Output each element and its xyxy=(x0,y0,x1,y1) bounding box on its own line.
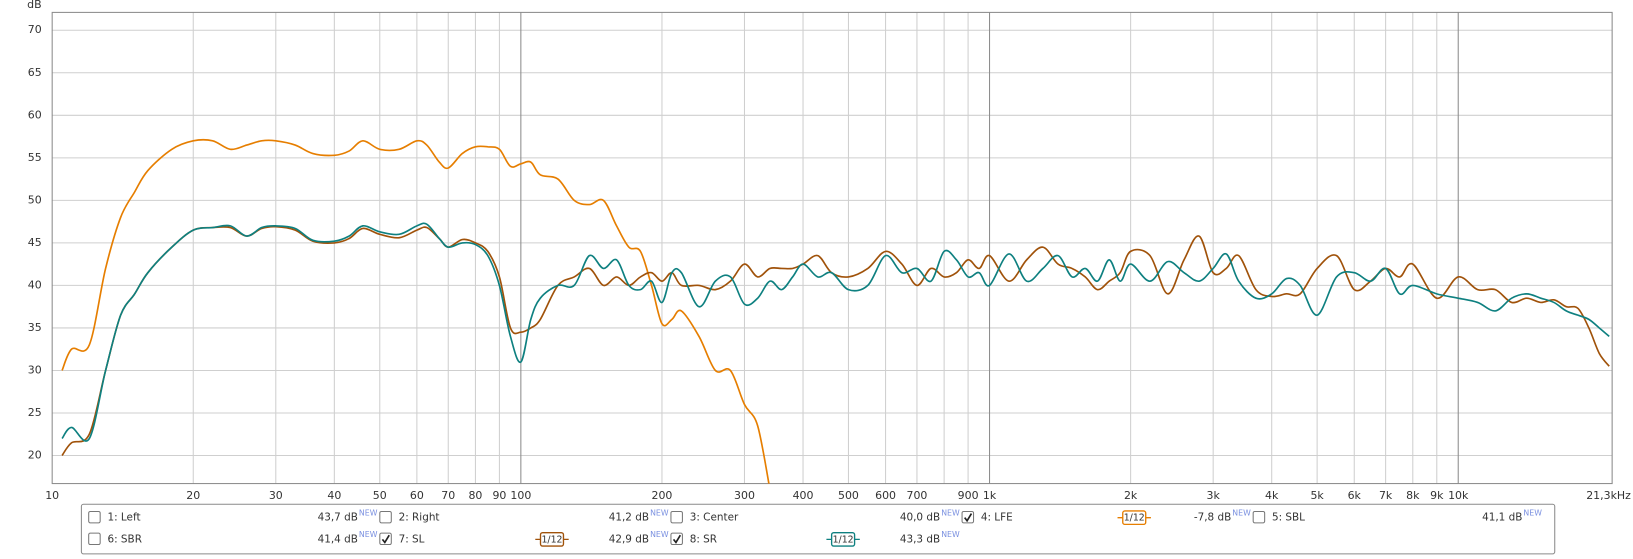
legend-item: 4: LFE 1/12 -7,8 dB NEW xyxy=(961,509,1251,526)
legend-level: 40,0 dB xyxy=(900,512,940,524)
x-tick-label: 100 xyxy=(510,489,531,502)
checkmark xyxy=(381,534,390,544)
x-tick-label: 700 xyxy=(906,489,927,502)
y-tick-label: 30 xyxy=(28,363,42,376)
legend-name: 1: Left xyxy=(107,512,140,524)
legend-item: 6: SBR 41,4 dB NEW xyxy=(88,530,378,546)
new-tag: NEW xyxy=(359,530,378,539)
legend-item: 2: Right 41,2 dB NEW xyxy=(379,509,669,524)
curves xyxy=(61,138,1610,484)
y-tick-label: 45 xyxy=(28,236,42,249)
x-tick-label: 4k xyxy=(1265,489,1279,502)
x-tick-label: 3k xyxy=(1207,489,1221,502)
checkbox[interactable] xyxy=(88,510,101,524)
legend-item: 3: Center 40,0 dB NEW xyxy=(670,509,960,524)
x-tick-label: 900 xyxy=(958,489,979,502)
new-tag: NEW xyxy=(1232,509,1251,518)
legend-level: -7,8 dB xyxy=(1194,512,1231,524)
legend-level: 43,3 dB xyxy=(900,533,940,545)
new-tag: NEW xyxy=(650,509,669,518)
smoothing-icon[interactable] xyxy=(830,531,856,547)
x-tick-label: 200 xyxy=(651,489,672,502)
x-tick-label: 7k xyxy=(1379,489,1393,502)
legend-level: 41,2 dB xyxy=(609,512,649,524)
x-tick-label: 8k xyxy=(1406,489,1420,502)
y-tick-label: 35 xyxy=(28,321,42,334)
legend-level: 41,4 dB xyxy=(318,533,358,545)
x-tick-label: 30 xyxy=(269,489,283,502)
x-tick-label: 10 xyxy=(45,489,59,502)
checkbox[interactable] xyxy=(88,532,101,546)
legend-level: 41,1 dB xyxy=(1482,512,1522,524)
smoothing-icon[interactable] xyxy=(1122,510,1147,526)
y-tick-label: 20 xyxy=(28,449,42,462)
legend-item: 7: SL 1/12 42,9 dB NEW xyxy=(379,530,669,547)
legend-item: 8: SR 1/12 43,3 dB NEW xyxy=(670,530,960,547)
x-tick-label: 6k xyxy=(1348,489,1362,502)
response-curve xyxy=(61,138,770,484)
new-tag: NEW xyxy=(1523,509,1542,518)
x-tick-label: 9k xyxy=(1430,489,1444,502)
legend-name: 3: Center xyxy=(690,512,739,524)
x-tick-label: 21,3kHz xyxy=(1586,489,1631,502)
plot-area xyxy=(52,12,1613,484)
y-tick-label: 55 xyxy=(28,151,42,164)
y-tick-label: 65 xyxy=(28,66,42,79)
smoothing-icon[interactable] xyxy=(539,531,565,547)
x-tick-label: 300 xyxy=(734,489,755,502)
legend-level: 42,9 dB xyxy=(609,533,649,545)
checkbox[interactable] xyxy=(1252,510,1266,524)
new-tag: NEW xyxy=(359,509,378,518)
y-tick-label: 60 xyxy=(28,108,42,121)
plot-border xyxy=(51,11,1613,485)
legend-name: 6: SBR xyxy=(107,533,141,545)
y-tick-label: 50 xyxy=(28,193,42,206)
x-tick-label: 400 xyxy=(793,489,814,502)
new-tag: NEW xyxy=(941,530,960,539)
legend-level: 43,7 dB xyxy=(318,512,358,524)
x-tick-label: 60 xyxy=(410,489,424,502)
new-tag: NEW xyxy=(941,509,960,518)
y-tick-label: 40 xyxy=(28,278,42,291)
x-tick-label: 5k xyxy=(1310,489,1324,502)
y-tick-label: 70 xyxy=(28,23,42,36)
x-tick-label: 2k xyxy=(1124,489,1138,502)
smoothing-label: 1/12 xyxy=(1124,513,1145,524)
x-tick-label: 40 xyxy=(327,489,341,502)
smoothing-label: 1/12 xyxy=(541,534,562,545)
response-curve xyxy=(61,222,1610,442)
x-tick-label: 70 xyxy=(441,489,455,502)
y-tick-label: 25 xyxy=(28,406,42,419)
legend-box xyxy=(80,503,1556,555)
checkmark xyxy=(964,513,973,523)
x-tick-label: 600 xyxy=(875,489,896,502)
x-tick-label: 50 xyxy=(373,489,387,502)
checkbox[interactable] xyxy=(379,510,392,524)
legend-item: 5: SBL 41,1 dB NEW xyxy=(1252,509,1542,524)
legend-name: 7: SL xyxy=(399,533,425,545)
x-tick-label: 80 xyxy=(468,489,482,502)
x-tick-label: 10k xyxy=(1448,489,1469,502)
x-tick-label: 500 xyxy=(838,489,859,502)
legend-name: 5: SBL xyxy=(1272,512,1305,524)
x-tick-label: 20 xyxy=(186,489,200,502)
legend-name: 8: SR xyxy=(690,533,717,545)
checkbox[interactable] xyxy=(670,510,683,524)
checkmark xyxy=(672,534,682,544)
legend-name: 2: Right xyxy=(399,512,440,524)
legend-name: 4: LFE xyxy=(981,512,1013,524)
new-tag: NEW xyxy=(650,530,669,539)
legend-item: 1: Left 43,7 dB NEW xyxy=(88,509,378,524)
smoothing-label: 1/12 xyxy=(833,534,854,545)
x-tick-label: 90 xyxy=(492,489,506,502)
y-axis-label: dB xyxy=(27,0,41,11)
response-curve xyxy=(61,225,1610,456)
x-tick-label: 1k xyxy=(983,489,997,502)
